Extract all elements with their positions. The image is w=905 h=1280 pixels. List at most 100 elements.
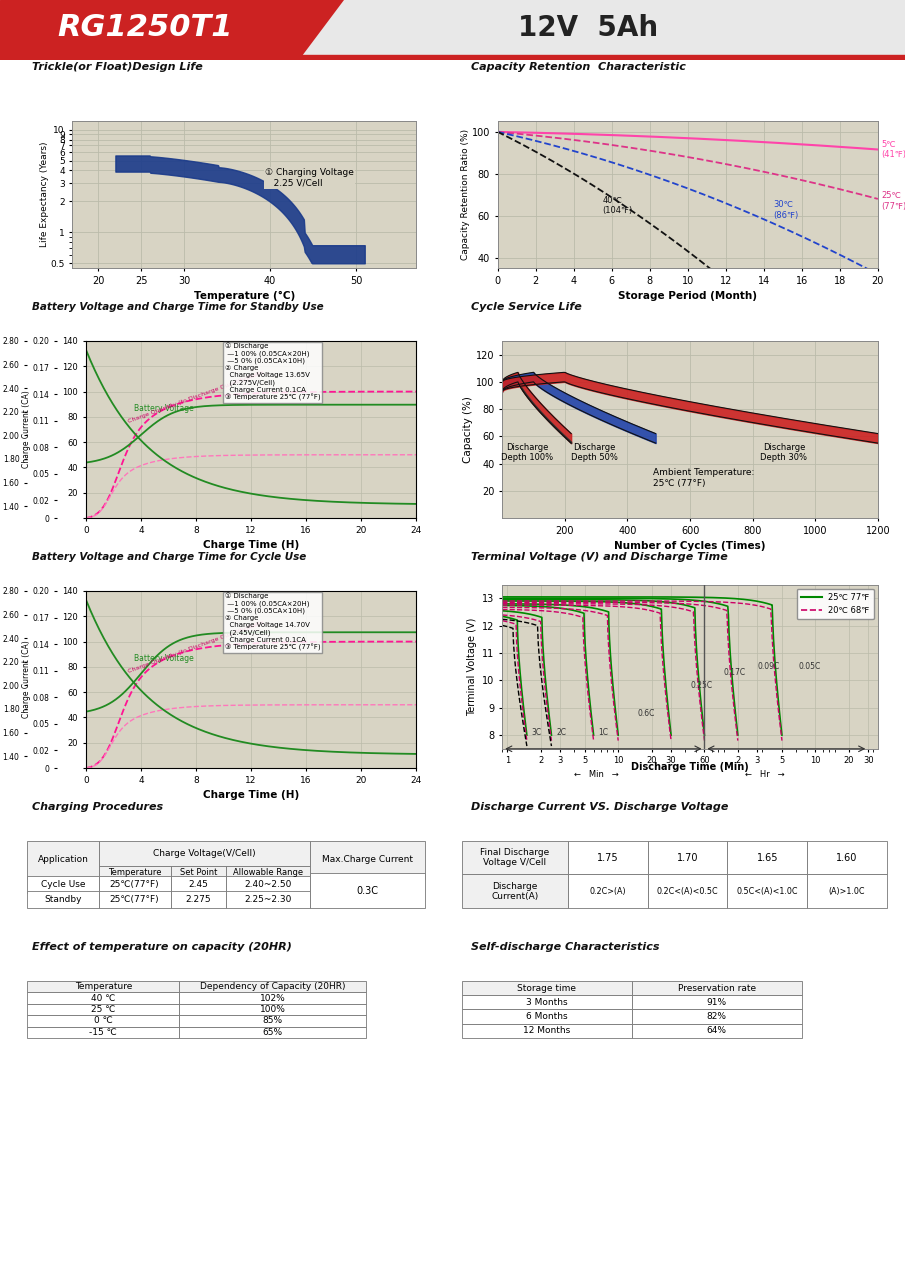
Text: Effect of temperature on capacity (20HR): Effect of temperature on capacity (20HR)	[32, 942, 291, 952]
Text: ←   Hr   →: ← Hr →	[746, 771, 785, 780]
Bar	[462, 996, 632, 1010]
Text: Cycle Use: Cycle Use	[41, 881, 85, 890]
Text: 100%: 100%	[260, 1005, 285, 1014]
Text: 64%: 64%	[707, 1027, 727, 1036]
Text: 25℃(77°F): 25℃(77°F)	[110, 895, 159, 904]
Bar	[27, 980, 179, 992]
Text: Dependency of Capacity (20HR): Dependency of Capacity (20HR)	[200, 982, 346, 991]
X-axis label: Charge Time (H): Charge Time (H)	[203, 790, 300, 800]
Text: 25℃
(77℉): 25℃ (77℉)	[881, 191, 905, 211]
Text: Storage time: Storage time	[517, 983, 576, 992]
Text: 25 ℃: 25 ℃	[91, 1005, 116, 1014]
Bar	[179, 1004, 366, 1015]
X-axis label: Charge Time (H): Charge Time (H)	[203, 540, 300, 550]
Text: Temperature: Temperature	[74, 982, 132, 991]
Bar	[632, 996, 802, 1010]
Text: 3C: 3C	[531, 728, 541, 737]
Y-axis label: Capacity (%): Capacity (%)	[463, 396, 473, 463]
Text: 25℃(77°F): 25℃(77°F)	[110, 881, 159, 890]
Bar	[462, 1010, 632, 1024]
Text: ① Discharge
 —1 00% (0.05CA×20H)
 —5 0% (0.05CA×10H)
② Charge
  Charge Voltage 1: ① Discharge —1 00% (0.05CA×20H) —5 0% (0…	[224, 343, 320, 401]
Text: 5℃
(41℉): 5℃ (41℉)	[881, 140, 905, 159]
Text: 0.5C<(A)<1.0C: 0.5C<(A)<1.0C	[737, 887, 798, 896]
Y-axis label: Battery Voltage (V)/Per Cell: Battery Voltage (V)/Per Cell	[0, 378, 1, 483]
Bar	[632, 980, 802, 996]
Text: 102%: 102%	[260, 993, 285, 1002]
Text: 0.25C: 0.25C	[691, 681, 713, 690]
Bar	[728, 874, 807, 908]
Bar	[648, 841, 728, 874]
Text: Max.Charge Current: Max.Charge Current	[322, 855, 413, 864]
Bar	[179, 1015, 366, 1027]
Bar	[27, 1015, 179, 1027]
Bar	[99, 891, 170, 908]
Text: Terminal Voltage (V) and Discharge Time: Terminal Voltage (V) and Discharge Time	[471, 552, 728, 562]
Text: 0.09C: 0.09C	[757, 662, 779, 671]
Text: 2.275: 2.275	[186, 895, 211, 904]
Bar	[807, 841, 887, 874]
Text: 0.05C: 0.05C	[798, 662, 820, 671]
Text: Charge Quantity (to Discharge Quantity)Ratio: Charge Quantity (to Discharge Quantity)R…	[128, 620, 265, 675]
Text: 30℃
(86℉): 30℃ (86℉)	[774, 201, 798, 220]
Bar	[226, 876, 310, 893]
Text: 1.65: 1.65	[757, 852, 778, 863]
Y-axis label: Battery Voltage (V)/Per Cell: Battery Voltage (V)/Per Cell	[0, 627, 1, 732]
Text: Charge Quantity (to Discharge Quantity)Ratio: Charge Quantity (to Discharge Quantity)R…	[128, 370, 265, 424]
Text: 2.45: 2.45	[188, 881, 208, 890]
Text: Preservation rate: Preservation rate	[678, 983, 756, 992]
Text: Charging Procedures: Charging Procedures	[32, 803, 163, 812]
Bar	[632, 1024, 802, 1038]
Bar	[99, 876, 170, 893]
Text: Discharge Time (Min): Discharge Time (Min)	[631, 762, 749, 772]
Text: Ambient Temperature:
25℃ (77°F): Ambient Temperature: 25℃ (77°F)	[653, 468, 754, 488]
Text: Battery Voltage and Charge Time for Standby Use: Battery Voltage and Charge Time for Stan…	[32, 302, 323, 312]
Bar	[807, 874, 887, 908]
Y-axis label: Terminal Voltage (V): Terminal Voltage (V)	[467, 617, 477, 716]
Bar	[462, 841, 568, 874]
Text: Set Point: Set Point	[180, 868, 217, 877]
Text: 0.17C: 0.17C	[724, 668, 746, 677]
Bar	[728, 841, 807, 874]
Bar	[27, 891, 99, 908]
Text: 1C: 1C	[598, 728, 608, 737]
Bar	[179, 1027, 366, 1038]
Text: 2.40~2.50: 2.40~2.50	[244, 881, 291, 890]
Text: 2.25~2.30: 2.25~2.30	[244, 895, 291, 904]
Bar	[170, 876, 226, 893]
Text: 0 ℃: 0 ℃	[94, 1016, 113, 1025]
Text: ←   Min   →: ← Min →	[574, 771, 618, 780]
Text: (A)>1.0C: (A)>1.0C	[829, 887, 865, 896]
Text: Application: Application	[37, 855, 89, 864]
Text: -15 ℃: -15 ℃	[90, 1028, 117, 1037]
Text: 0.3C: 0.3C	[357, 886, 378, 896]
Text: Battery Voltage: Battery Voltage	[134, 654, 194, 663]
Text: 6 Months: 6 Months	[526, 1012, 567, 1021]
Bar	[462, 980, 632, 996]
Bar	[99, 841, 310, 867]
Text: 2C: 2C	[556, 728, 566, 737]
Bar	[179, 992, 366, 1004]
X-axis label: Temperature (°C): Temperature (°C)	[194, 291, 295, 301]
Text: 1.70: 1.70	[677, 852, 699, 863]
Text: Self-discharge Characteristics: Self-discharge Characteristics	[471, 942, 659, 952]
Text: Battery Voltage and Charge Time for Cycle Use: Battery Voltage and Charge Time for Cycl…	[32, 552, 306, 562]
Bar	[27, 841, 99, 878]
Text: Allowable Range: Allowable Range	[233, 868, 303, 877]
Polygon shape	[299, 0, 905, 60]
X-axis label: Storage Period (Month): Storage Period (Month)	[618, 291, 757, 301]
Bar	[99, 867, 170, 878]
Text: Trickle(or Float)Design Life: Trickle(or Float)Design Life	[32, 61, 203, 72]
Legend: 25℃ 77℉, 20℃ 68℉: 25℃ 77℉, 20℃ 68℉	[796, 589, 873, 620]
Text: ① Discharge
 —1 00% (0.05CA×20H)
 —5 0% (0.05CA×10H)
② Charge
  Charge Voltage 1: ① Discharge —1 00% (0.05CA×20H) —5 0% (0…	[224, 593, 320, 652]
Bar	[27, 876, 99, 893]
Bar	[462, 874, 568, 908]
Text: 91%: 91%	[707, 998, 727, 1007]
Bar	[462, 1024, 632, 1038]
Text: 85%: 85%	[262, 1016, 282, 1025]
Text: Standby: Standby	[44, 895, 81, 904]
Text: 0.2C>(A): 0.2C>(A)	[589, 887, 626, 896]
Bar	[299, 55, 905, 60]
Bar	[226, 891, 310, 908]
Bar	[568, 841, 648, 874]
Text: 1.75: 1.75	[597, 852, 619, 863]
